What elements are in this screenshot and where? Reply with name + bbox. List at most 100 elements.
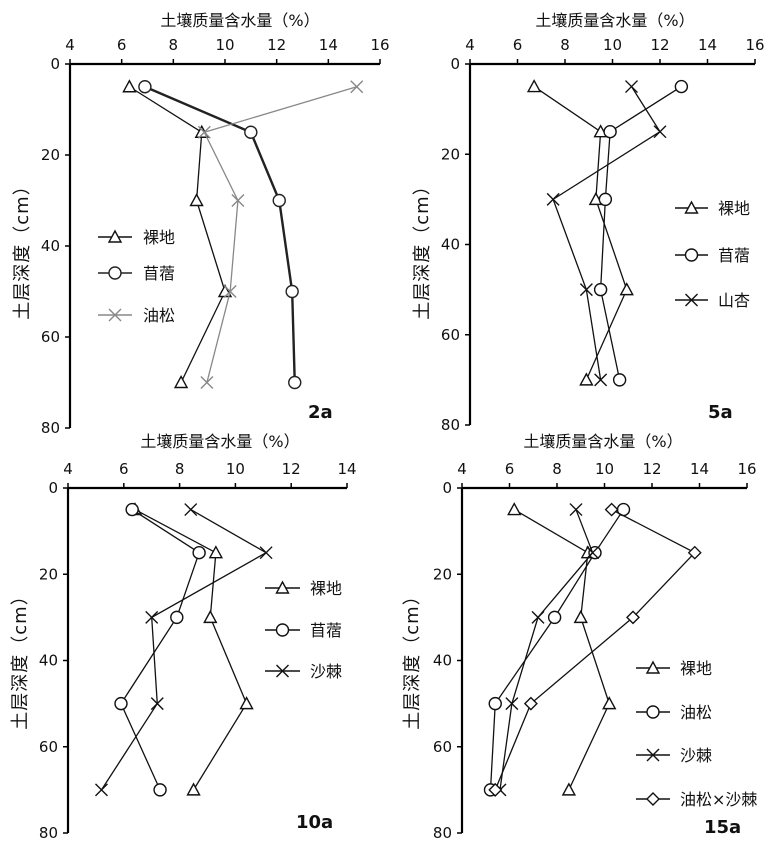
x-tick-label: 8 [175,460,185,478]
legend-item: 沙棘 [636,746,712,765]
data-point [244,125,258,139]
marker-stroke [231,194,245,207]
data-point [523,696,538,711]
data-point [586,546,600,560]
data-point [186,782,201,796]
legend-item: 油松×沙棘 [636,790,757,809]
marker-stroke [200,376,214,389]
series-油松×沙棘 [488,502,702,797]
x-tick-label: 12 [267,36,286,54]
data-point [272,193,286,208]
legend-item: 油松 [636,703,712,722]
x-tick-label: 14 [337,460,356,478]
data-point [598,192,613,207]
x-tick-label: 10 [215,36,234,54]
data-point [579,283,593,297]
data-point [231,194,245,207]
marker-stroke [197,125,211,139]
marker-stroke [350,80,364,94]
data-point [192,545,206,560]
data-point [239,696,254,710]
y-tick-label: 40 [433,652,452,670]
legend-item: 裸地 [265,579,342,598]
x-tick-label: 16 [737,460,756,478]
marker-stroke [276,664,289,678]
x-axis-title: 土壤质量含水量（%） [535,11,694,30]
marker-stroke [145,610,159,624]
x-tick-label: 12 [282,460,301,478]
x-tick-label: 6 [505,460,515,478]
legend-marker [275,623,290,637]
data-point [579,372,594,386]
x-tick-label: 10 [226,460,245,478]
marker-stroke [94,783,108,797]
x-tick-label: 4 [65,36,75,54]
legend-item: 山杏 [675,291,750,310]
x-tick-label: 4 [63,460,73,478]
series-苜蓿 [593,79,689,387]
marker-stroke [546,192,560,206]
y-tick-label: 20 [39,565,58,583]
data-point [223,285,237,298]
marker-stroke [184,503,198,517]
legend-label: 裸地 [718,199,750,218]
legend-marker [276,664,289,678]
x-tick-label: 6 [119,460,129,478]
data-point [259,546,273,560]
data-point [547,610,562,625]
chart-panel-10a: 4 6 8 10 12 14 0 20 40 60 80 土壤质量含水量（%） 土层深度（cm） 裸地苜蓿… [10,432,357,842]
legend-item: 苜蓿 [98,264,175,283]
data-point [203,609,218,624]
series-line [134,508,248,791]
x-tick-label: 14 [319,36,338,54]
legend-label: 沙棘 [310,662,342,681]
x-axis-title: 土壤质量含水量（%） [140,432,299,451]
marker-stroke [150,697,164,711]
x-axis-title: 土壤质量含水量（%） [160,11,319,30]
y-tick-label: 80 [433,824,452,842]
legend-label: 苜蓿 [310,621,342,640]
marker-stroke [579,283,593,297]
x-tick-label: 6 [117,36,127,54]
data-point [604,502,619,517]
data-point [145,610,159,624]
y-tick-label: 0 [48,479,58,497]
panel-label: 15a [704,817,741,838]
legend-label: 裸地 [680,659,712,678]
marker-stroke [108,308,122,322]
x-tick-label: 4 [465,36,475,54]
series-山杏 [546,80,667,387]
series-line [489,509,625,790]
x-tick-label: 6 [513,36,523,54]
legend-marker [107,229,123,243]
data-point [170,610,184,625]
chart-panel-15a: 4 6 8 10 12 14 16 0 20 40 60 80 土壤质量含水量（%） 土层深度（cm） 裸地… [402,432,757,842]
data-point [285,284,299,299]
chart-panel-2a: 4 6 8 10 12 14 16 0 20 40 60 80 土壤质量含水量（%） 土层深度（cm） 裸地… [12,11,390,437]
data-point [189,193,204,207]
data-point [626,610,640,625]
data-point [653,125,667,139]
data-point [546,192,560,206]
data-point [153,783,167,797]
series-油松 [483,502,631,797]
marker-stroke [653,125,667,139]
data-point [350,80,364,94]
y-tick-label: 60 [39,738,58,756]
data-point [173,375,189,389]
legend-item: 裸地 [675,199,750,218]
data-point [561,782,577,796]
y-tick-label: 80 [39,824,58,842]
marker-stroke [586,546,600,560]
chart-panel-5a: 4 6 8 10 12 14 16 0 20 40 60 80 土壤质量含水量（%） 土层深度（cm） 裸地… [412,11,764,434]
data-point [288,375,302,390]
marker-stroke [594,373,608,387]
data-point [531,610,545,624]
legend-marker [684,248,699,262]
data-point [687,545,702,560]
data-point [594,373,608,387]
data-point [150,697,164,711]
series-沙棘 [493,503,600,797]
data-point [114,696,128,711]
